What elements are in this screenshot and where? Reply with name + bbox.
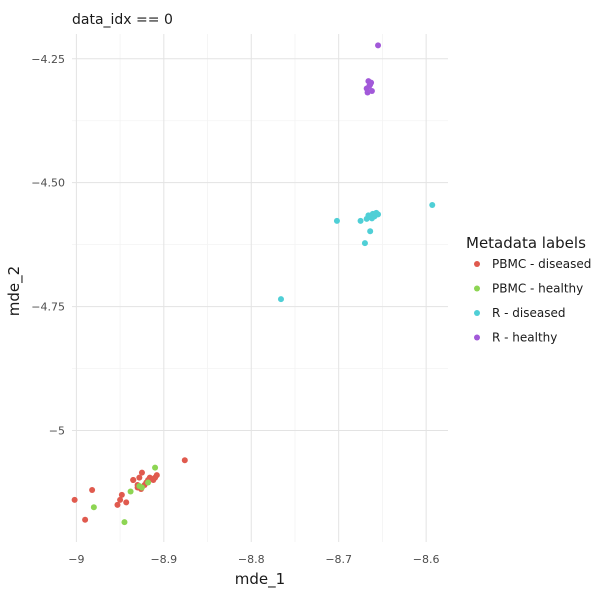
point-pbmc-diseased: [181, 457, 188, 464]
point-pbmc-diseased: [130, 477, 137, 484]
legend-title: Metadata labels: [466, 234, 586, 252]
point-pbmc-healthy: [127, 488, 134, 495]
point-pbmc-healthy: [138, 484, 145, 491]
legend-label-pbmc-diseased: PBMC - diseased: [492, 257, 591, 271]
legend-label-r-diseased: R - diseased: [492, 306, 566, 320]
x-axis-ticks: −9 −8.9 −8.8 −8.7 −8.6: [68, 553, 439, 566]
minor-gridlines: [72, 34, 448, 542]
point-r-healthy: [368, 79, 375, 86]
point-r-diseased: [365, 212, 372, 219]
point-pbmc-diseased: [123, 499, 130, 506]
point-pbmc-diseased: [138, 469, 145, 476]
point-r-healthy: [364, 89, 371, 96]
point-r-diseased: [357, 217, 364, 224]
point-pbmc-healthy: [152, 464, 159, 471]
point-pbmc-healthy: [90, 504, 97, 511]
y-axis-title: mde_2: [5, 266, 24, 316]
point-pbmc-diseased: [82, 516, 89, 523]
point-pbmc-diseased: [89, 486, 96, 493]
y-axis-ticks: −5 −4.75 −4.50 −4.25: [31, 53, 65, 438]
point-r-diseased: [277, 296, 284, 303]
point-pbmc-healthy: [121, 519, 128, 526]
facet-title: data_idx == 0: [72, 12, 173, 28]
legend-key-r-healthy: [474, 334, 480, 341]
x-tick-label: −8.9: [150, 553, 177, 566]
point-r-diseased: [361, 240, 368, 247]
point-pbmc-diseased: [118, 491, 125, 498]
point-pbmc-healthy: [145, 479, 152, 486]
point-r-diseased: [429, 201, 436, 208]
point-r-diseased: [367, 228, 374, 235]
point-pbmc-diseased: [152, 474, 159, 481]
legend-key-pbmc-diseased: [474, 261, 480, 267]
point-pbmc-diseased: [114, 501, 121, 508]
data-points: [71, 42, 436, 526]
x-tick-label: −9: [68, 553, 84, 566]
x-tick-label: −8.7: [325, 553, 352, 566]
y-tick-label: −5: [49, 424, 65, 437]
point-r-healthy: [375, 42, 382, 49]
legend-key-r-diseased: [474, 310, 480, 316]
point-r-diseased: [375, 211, 382, 218]
x-tick-label: −8.6: [413, 553, 440, 566]
x-axis-title: mde_1: [235, 570, 285, 589]
point-pbmc-diseased: [117, 496, 124, 503]
legend-label-r-healthy: R - healthy: [492, 331, 557, 345]
point-pbmc-diseased: [71, 496, 78, 503]
y-tick-label: −4.75: [31, 301, 65, 314]
legend-label-pbmc-healthy: PBMC - healthy: [492, 282, 583, 296]
point-pbmc-diseased: [136, 474, 143, 481]
major-gridlines: [72, 34, 448, 542]
point-r-diseased: [333, 217, 340, 224]
y-tick-label: −4.50: [31, 177, 65, 190]
x-tick-label: −8.8: [238, 553, 265, 566]
legend: Metadata labels PBMC - diseased PBMC - he…: [466, 234, 591, 345]
legend-key-pbmc-healthy: [474, 285, 480, 292]
y-tick-label: −4.25: [31, 53, 65, 66]
